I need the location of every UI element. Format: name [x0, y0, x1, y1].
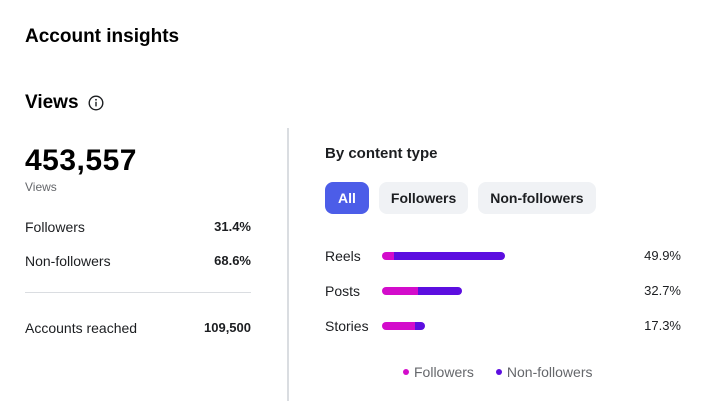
- accounts-reached-value: 109,500: [204, 320, 251, 335]
- accounts-reached-label: Accounts reached: [25, 320, 138, 336]
- followers-label: Followers: [25, 219, 85, 235]
- page-title: Account insights: [25, 26, 180, 47]
- bar-value-stories: 17.3%: [644, 318, 681, 333]
- bar-label-posts: Posts: [325, 283, 361, 299]
- nonfollowers-label: Non-followers: [25, 253, 111, 269]
- filter-all-button[interactable]: All: [325, 182, 369, 214]
- vertical-divider: [287, 128, 289, 401]
- legend-nonfollowers-dot: [495, 369, 502, 375]
- bar-value-posts: 32.7%: [644, 283, 681, 298]
- views-total-label: Views: [25, 180, 57, 194]
- bar-posts-followers: [382, 287, 418, 295]
- divider: [25, 292, 251, 293]
- accounts-reached-row: Accounts reached 109,500: [25, 320, 251, 336]
- bar-value-reels: 49.9%: [644, 248, 681, 263]
- bar-row-posts: Posts 32.7%: [325, 281, 681, 301]
- nonfollowers-row: Non-followers 68.6%: [25, 253, 251, 269]
- bar-row-reels: Reels 49.9%: [325, 246, 681, 266]
- bar-posts-nonfollowers: [417, 287, 463, 295]
- legend-nonfollowers-label: Non-followers: [506, 364, 593, 380]
- legend-followers-dot: [403, 369, 409, 375]
- nonfollowers-value: 68.6%: [214, 253, 251, 268]
- content-type-title: By content type: [325, 145, 438, 162]
- legend-nonfollowers: Non-followers: [495, 364, 593, 380]
- content-filter-tabs: All Followers Non-followers: [325, 182, 596, 214]
- views-header: Views: [25, 92, 104, 114]
- bar-stories: [382, 322, 425, 330]
- chart-legend: Followers Non-followers: [403, 364, 593, 380]
- bar-reels-nonfollowers: [394, 252, 505, 260]
- bar-label-reels: Reels: [325, 248, 361, 264]
- filter-followers-button[interactable]: Followers: [378, 182, 469, 214]
- bar-row-stories: Stories 17.3%: [325, 316, 681, 336]
- views-title: Views: [25, 92, 79, 113]
- bar-reels-followers: [382, 252, 395, 260]
- followers-row: Followers 31.4%: [25, 219, 251, 235]
- bar-stories-followers: [382, 322, 416, 330]
- views-total: 453,557: [25, 144, 137, 177]
- followers-value: 31.4%: [214, 219, 251, 234]
- bar-posts: [382, 287, 463, 295]
- legend-followers-label: Followers: [414, 364, 474, 380]
- bar-label-stories: Stories: [325, 318, 369, 334]
- legend-followers: Followers: [403, 364, 474, 380]
- info-icon[interactable]: [88, 95, 104, 111]
- filter-nonfollowers-button[interactable]: Non-followers: [478, 182, 596, 214]
- bar-stories-nonfollowers: [415, 322, 425, 330]
- bar-reels: [382, 252, 505, 260]
